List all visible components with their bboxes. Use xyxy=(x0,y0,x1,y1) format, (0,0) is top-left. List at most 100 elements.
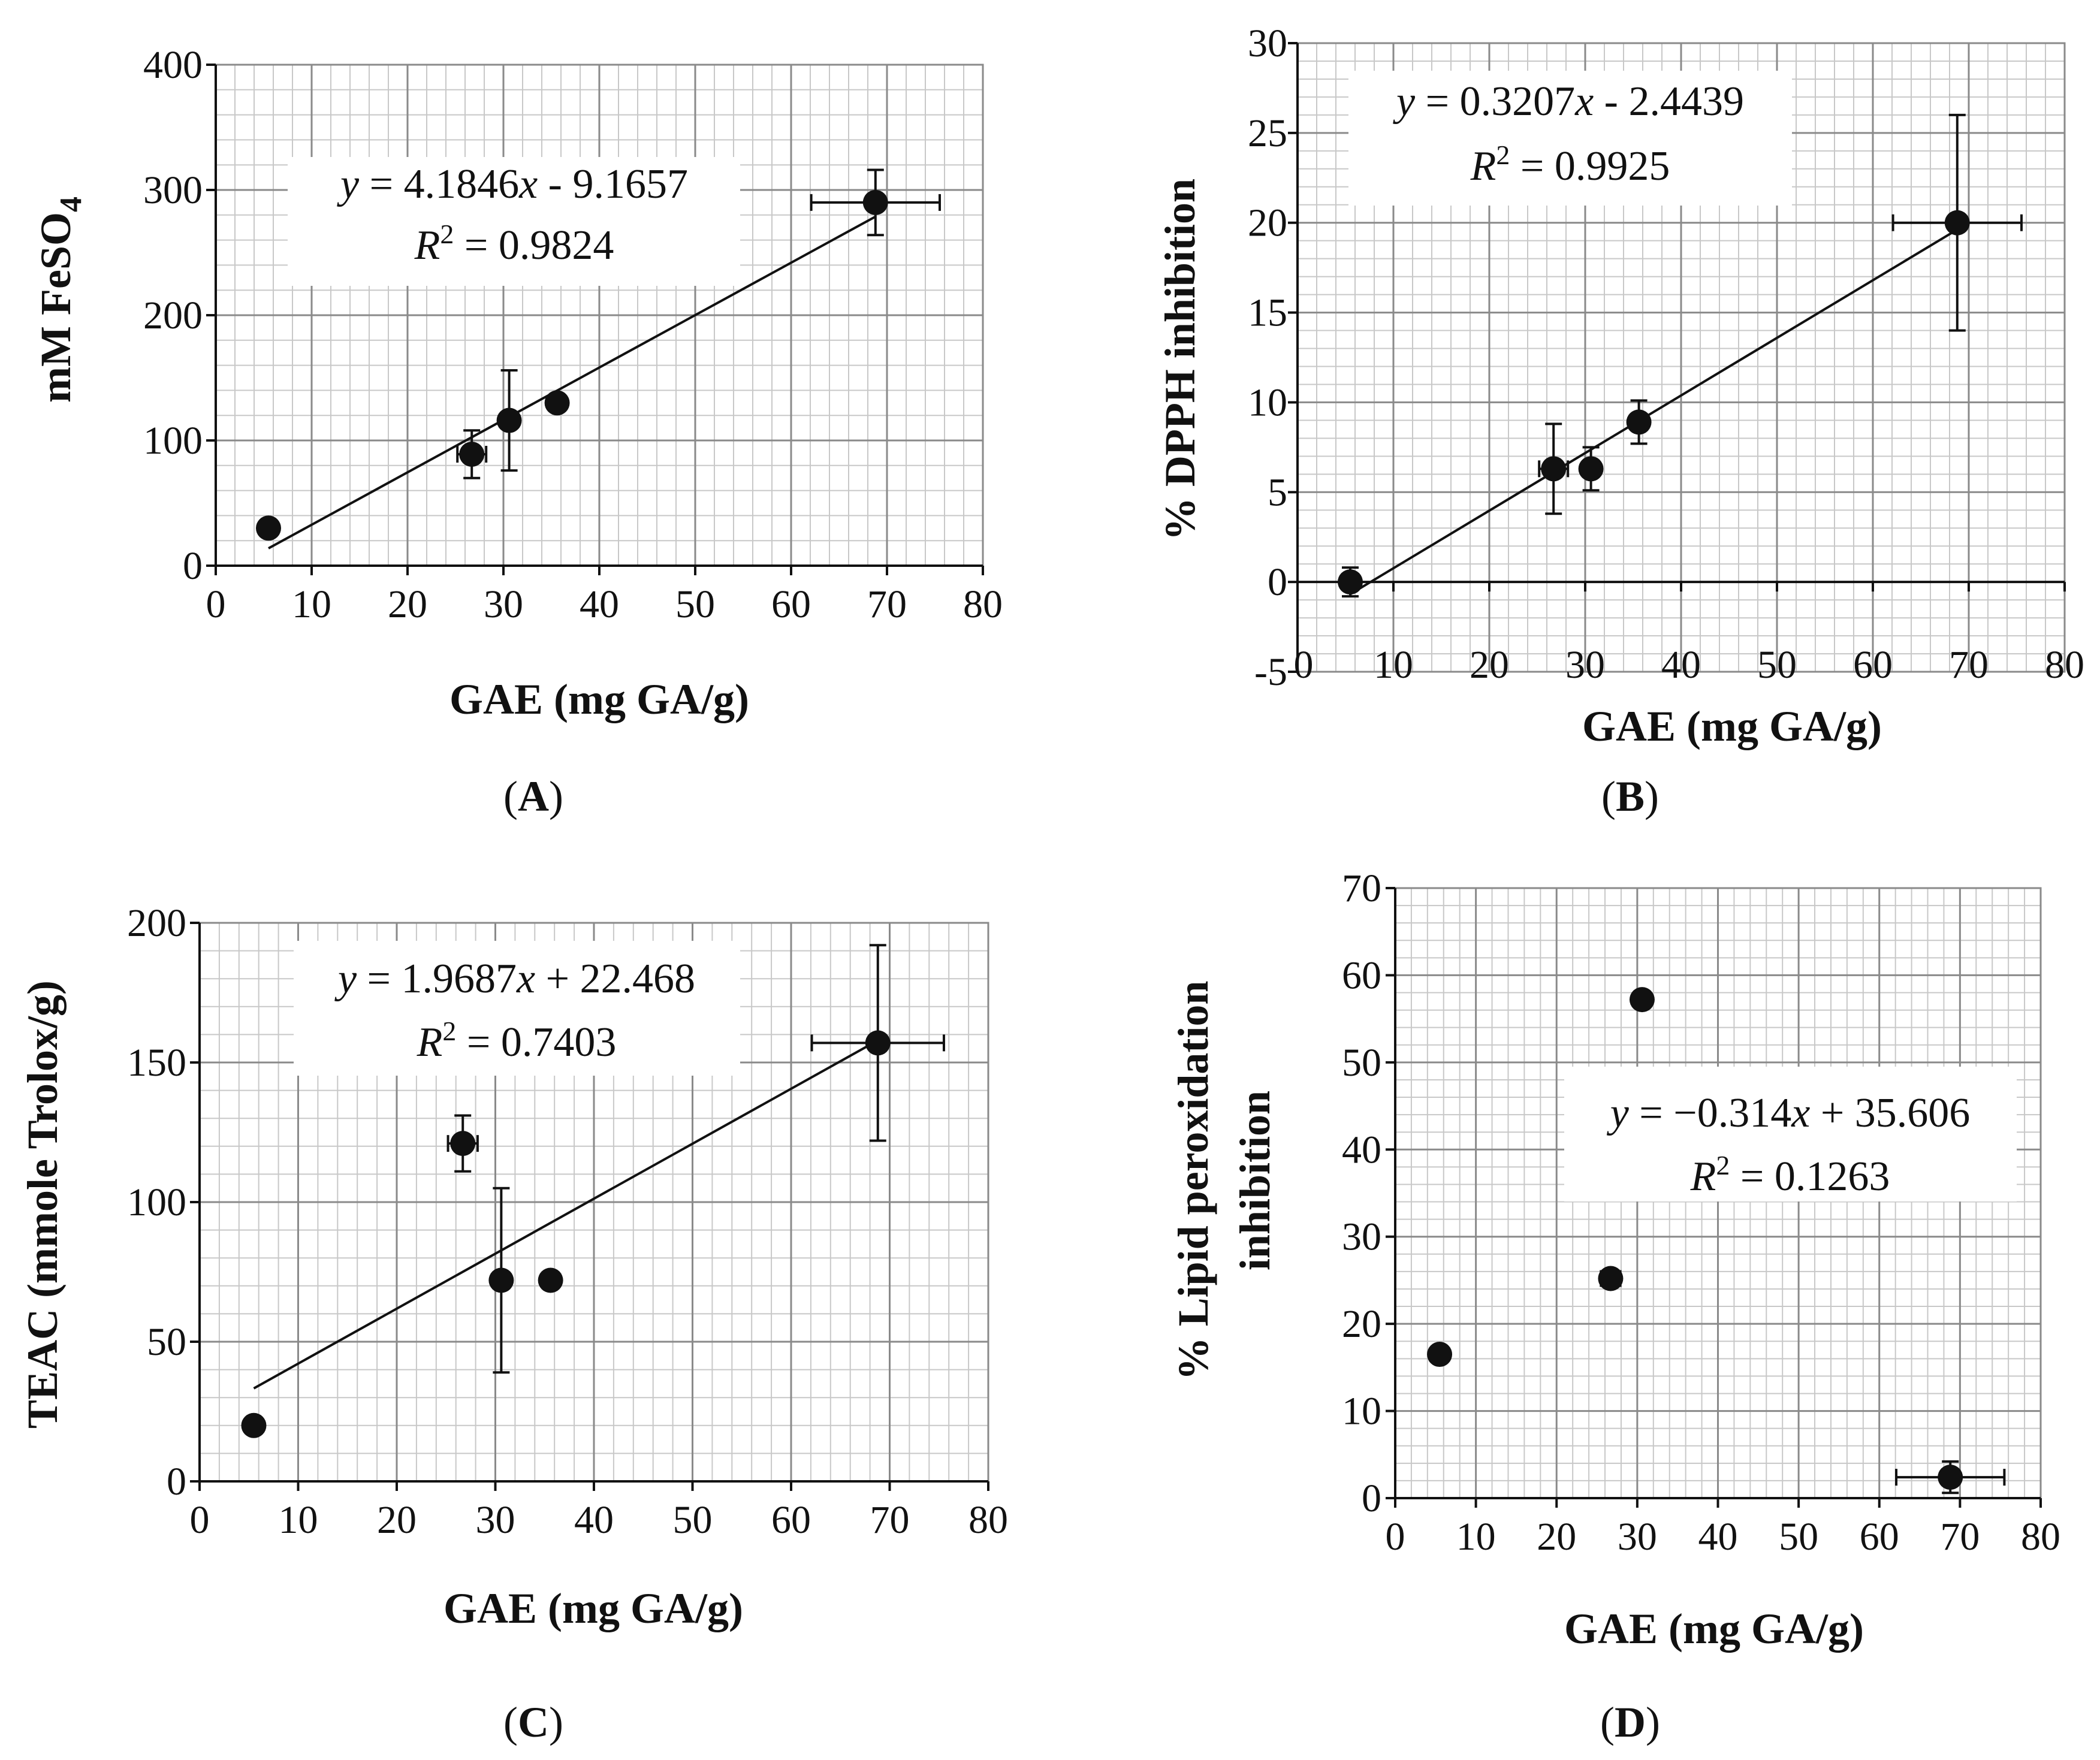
y-tick-label: -5 xyxy=(1254,650,1287,694)
y-tick-label: 0 xyxy=(1268,560,1287,604)
chart-a-x-label: GAE (mg GA/g) xyxy=(449,675,749,723)
data-marker xyxy=(1629,987,1655,1013)
y-tick-label: 150 xyxy=(127,1041,186,1085)
chart-a-y-label: mM FeSO4 xyxy=(32,197,88,403)
x-tick-label: 20 xyxy=(388,582,427,626)
chart-c-x-tick-labels: 0 10 20 30 40 50 60 70 80 xyxy=(190,1498,1009,1542)
data-marker xyxy=(862,189,888,215)
chart-b-panel-label: (B) xyxy=(1601,772,1659,820)
x-tick-label: 10 xyxy=(1456,1515,1496,1559)
data-point xyxy=(1427,1342,1453,1367)
y-tick-label: 10 xyxy=(1248,381,1287,424)
trendline xyxy=(253,1039,879,1390)
chart-b-x-label: GAE (mg GA/g) xyxy=(1582,702,1882,750)
x-tick-label: 20 xyxy=(1537,1515,1576,1559)
chart-b-points xyxy=(1338,113,2023,598)
data-marker xyxy=(544,390,570,416)
chart-d-x-tick-labels: 0 10 20 30 40 50 60 70 80 xyxy=(1386,1515,2061,1559)
data-marker xyxy=(1578,456,1604,482)
chart-d-r2: R2 = 0.1263 xyxy=(1690,1150,1890,1200)
data-point xyxy=(1629,987,1655,1013)
chart-d-x-label: GAE (mg GA/g) xyxy=(1564,1605,1864,1653)
y-tick-label: 20 xyxy=(1342,1302,1381,1346)
x-tick-label: 80 xyxy=(2045,643,2084,687)
data-point xyxy=(456,429,488,479)
chart-a-y-tick-labels: 0 100 200 300 400 xyxy=(143,43,203,588)
chart-d: 0 10 20 30 40 50 60 70 80 0 10 20 30 40 50 60 70 y = −0… xyxy=(1169,867,2060,1746)
x-tick-label: 30 xyxy=(1618,1515,1657,1559)
x-tick-label: 60 xyxy=(1853,643,1893,687)
data-point xyxy=(1626,399,1652,445)
data-point xyxy=(241,1412,267,1438)
data-point xyxy=(544,390,570,416)
y-tick-label: 0 xyxy=(167,1460,186,1504)
data-marker xyxy=(1541,456,1567,482)
x-tick-label: 40 xyxy=(574,1498,614,1542)
chart-b-equation: y = 0.3207x - 2.4439 xyxy=(1393,79,1744,125)
x-tick-label: 40 xyxy=(580,582,619,626)
x-tick-label: 50 xyxy=(1779,1515,1818,1559)
data-point xyxy=(810,944,945,1142)
data-marker xyxy=(488,1267,514,1293)
data-point xyxy=(538,1267,563,1293)
x-tick-label: 80 xyxy=(2021,1515,2060,1559)
chart-b-x-tick-labels: 0 10 20 30 40 50 60 70 80 xyxy=(1294,643,2085,687)
x-tick-label: 60 xyxy=(771,1498,811,1542)
x-tick-label: 10 xyxy=(292,582,331,626)
y-tick-label: 100 xyxy=(127,1181,186,1224)
y-tick-label: 15 xyxy=(1248,291,1287,335)
data-marker xyxy=(1427,1342,1453,1367)
y-tick-label: 20 xyxy=(1248,201,1287,245)
x-tick-label: 30 xyxy=(476,1498,515,1542)
y-tick-label: 0 xyxy=(183,544,203,588)
y-tick-label: 0 xyxy=(1362,1477,1381,1520)
data-point xyxy=(488,1187,514,1374)
chart-a: 0 10 20 30 40 50 60 70 80 0 100 200 300 400 y = 4.18… xyxy=(32,43,1003,820)
chart-a-x-tick-labels: 0 10 20 30 40 50 60 70 80 xyxy=(206,582,1003,626)
y-tick-label: 300 xyxy=(143,168,203,212)
chart-c-trendline-group xyxy=(253,1039,879,1390)
chart-d-equation: y = −0.314x + 35.606 xyxy=(1607,1090,1971,1136)
chart-a-panel-label: (A) xyxy=(503,772,563,820)
data-point xyxy=(1338,566,1363,598)
data-point xyxy=(1598,1266,1624,1291)
y-tick-label: 5 xyxy=(1268,470,1287,514)
x-tick-label: 0 xyxy=(1294,643,1314,687)
data-point xyxy=(1891,113,2023,332)
y-tick-label: 60 xyxy=(1342,953,1381,997)
chart-a-grid xyxy=(215,64,984,567)
data-point xyxy=(1895,1460,2006,1495)
chart-c-points xyxy=(241,944,945,1438)
chart-c-equation-box xyxy=(294,941,740,1076)
y-tick-label: 50 xyxy=(147,1320,186,1364)
chart-c-y-tick-labels: 0 50 100 150 200 xyxy=(127,901,186,1504)
x-tick-label: 20 xyxy=(377,1498,417,1542)
data-marker xyxy=(1944,210,1970,236)
y-tick-label: 200 xyxy=(143,294,203,337)
y-tick-label: 30 xyxy=(1248,22,1287,65)
chart-c: 0 10 20 30 40 50 60 70 80 0 50 100 150 200 y = 1.968… xyxy=(19,901,1008,1746)
data-marker xyxy=(865,1030,891,1056)
chart-c-panel-label: (C) xyxy=(503,1698,563,1746)
trendline xyxy=(1349,228,1958,596)
y-tick-label: 40 xyxy=(1342,1128,1381,1172)
data-marker xyxy=(459,441,485,467)
chart-d-y-label: % Lipid peroxidation xyxy=(1169,981,1217,1381)
chart-c-x-label: GAE (mg GA/g) xyxy=(443,1584,743,1632)
y-tick-label: 50 xyxy=(1342,1041,1381,1085)
x-tick-label: 60 xyxy=(1860,1515,1899,1559)
x-tick-label: 50 xyxy=(673,1498,713,1542)
chart-b-r2: R2 = 0.9925 xyxy=(1470,140,1670,189)
chart-d-axes xyxy=(1386,887,2042,1508)
chart-a-r2: R2 = 0.9824 xyxy=(414,219,614,268)
data-marker xyxy=(256,515,281,541)
x-tick-label: 10 xyxy=(279,1498,318,1542)
data-marker xyxy=(496,407,522,433)
x-tick-label: 0 xyxy=(190,1498,210,1542)
data-marker xyxy=(1598,1266,1624,1291)
chart-d-y-tick-labels: 0 10 20 30 40 50 60 70 xyxy=(1342,867,1381,1520)
chart-d-equation-box xyxy=(1564,1067,2017,1201)
data-marker xyxy=(1626,409,1652,435)
